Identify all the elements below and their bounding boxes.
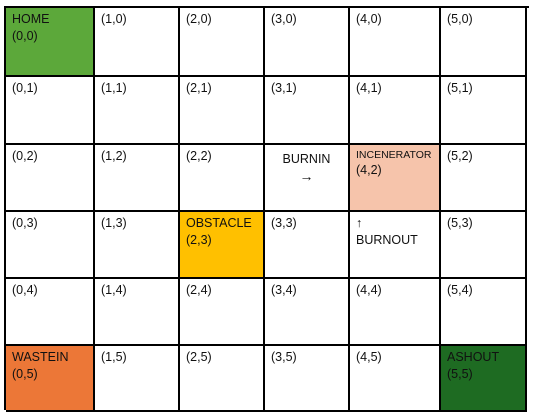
cell-wastein: WASTEIN (0,5) — [6, 346, 95, 412]
cell-2-5: (2,5) — [180, 346, 265, 412]
cell-coord: (0,2) — [12, 149, 38, 163]
cell-2-4: (2,4) — [180, 279, 265, 346]
cell-0-3: (0,3) — [6, 212, 95, 279]
cell-4-0: (4,0) — [350, 8, 441, 77]
cell-coord: (1,3) — [101, 216, 127, 230]
cell-coord: (4,0) — [356, 12, 382, 26]
cell-coord: (5,5) — [447, 367, 473, 381]
cell-coord: (1,4) — [101, 283, 127, 297]
cell-coord: (3,1) — [271, 81, 297, 95]
cell-coord: (2,3) — [186, 233, 212, 247]
grid-world: HOME (0,0) (1,0) (2,0) (3,0) (4,0) (5,0)… — [4, 6, 529, 412]
burnout-label: BURNOUT — [356, 233, 418, 247]
cell-4-5: (4,5) — [350, 346, 441, 412]
cell-coord: (2,4) — [186, 283, 212, 297]
obstacle-label: OBSTACLE — [186, 216, 252, 230]
cell-1-3: (1,3) — [95, 212, 180, 279]
up-arrow-icon: ↑ — [356, 216, 363, 230]
cell-3-0: (3,0) — [265, 8, 350, 77]
cell-2-2: (2,2) — [180, 145, 265, 212]
cell-1-4: (1,4) — [95, 279, 180, 346]
cell-4-4: (4,4) — [350, 279, 441, 346]
cell-coord: (3,5) — [271, 350, 297, 364]
cell-3-1: (3,1) — [265, 77, 350, 145]
cell-3-5: (3,5) — [265, 346, 350, 412]
cell-coord: (5,2) — [447, 149, 473, 163]
cell-0-2: (0,2) — [6, 145, 95, 212]
cell-coord: (1,5) — [101, 350, 127, 364]
cell-incinerator: INCENERATOR (4,2) — [350, 145, 441, 212]
cell-5-0: (5,0) — [441, 8, 527, 77]
ashout-label: ASHOUT — [447, 350, 500, 364]
cell-5-3: (5,3) — [441, 212, 527, 279]
cell-coord: (1,1) — [101, 81, 127, 95]
cell-coord: (2,5) — [186, 350, 212, 364]
cell-4-1: (4,1) — [350, 77, 441, 145]
right-arrow-icon: → — [299, 168, 314, 184]
cell-coord: (5,1) — [447, 81, 473, 95]
cell-1-0: (1,0) — [95, 8, 180, 77]
cell-2-1: (2,1) — [180, 77, 265, 145]
cell-coord: (4,5) — [356, 350, 382, 364]
cell-1-2: (1,2) — [95, 145, 180, 212]
cell-coord: (2,0) — [186, 12, 212, 26]
cell-1-5: (1,5) — [95, 346, 180, 412]
cell-coord: (3,3) — [271, 216, 297, 230]
cell-ashout: ASHOUT (5,5) — [441, 346, 527, 412]
cell-home: HOME (0,0) — [6, 8, 95, 77]
cell-coord: (0,4) — [12, 283, 38, 297]
cell-obstacle: OBSTACLE (2,3) — [180, 212, 265, 279]
cell-coord: (2,2) — [186, 149, 212, 163]
incinerator-label: INCENERATOR — [356, 149, 432, 161]
cell-burnout: ↑ BURNOUT — [350, 212, 441, 279]
cell-2-0: (2,0) — [180, 8, 265, 77]
wastein-label: WASTEIN — [12, 350, 69, 364]
cell-coord: (5,0) — [447, 12, 473, 26]
cell-coord: (4,4) — [356, 283, 382, 297]
cell-coord: (4,2) — [356, 163, 382, 177]
cell-coord: (0,3) — [12, 216, 38, 230]
cell-burnin: BURNIN → — [265, 145, 350, 212]
cell-label: HOME — [12, 12, 50, 26]
cell-coord: (3,4) — [271, 283, 297, 297]
cell-1-1: (1,1) — [95, 77, 180, 145]
cell-5-4: (5,4) — [441, 279, 527, 346]
cell-coord: (1,0) — [101, 12, 127, 26]
cell-0-1: (0,1) — [6, 77, 95, 145]
burnin-label: BURNIN — [282, 152, 331, 166]
cell-coord: (4,1) — [356, 81, 382, 95]
cell-3-3: (3,3) — [265, 212, 350, 279]
cell-coord: (0,5) — [12, 367, 38, 381]
cell-coord: (0,0) — [12, 29, 38, 43]
cell-5-1: (5,1) — [441, 77, 527, 145]
cell-coord: (0,1) — [12, 81, 38, 95]
cell-coord: (1,2) — [101, 149, 127, 163]
cell-coord: (5,3) — [447, 216, 473, 230]
cell-3-4: (3,4) — [265, 279, 350, 346]
cell-coord: (5,4) — [447, 283, 473, 297]
cell-5-2: (5,2) — [441, 145, 527, 212]
cell-coord: (2,1) — [186, 81, 212, 95]
cell-0-4: (0,4) — [6, 279, 95, 346]
cell-coord: (3,0) — [271, 12, 297, 26]
